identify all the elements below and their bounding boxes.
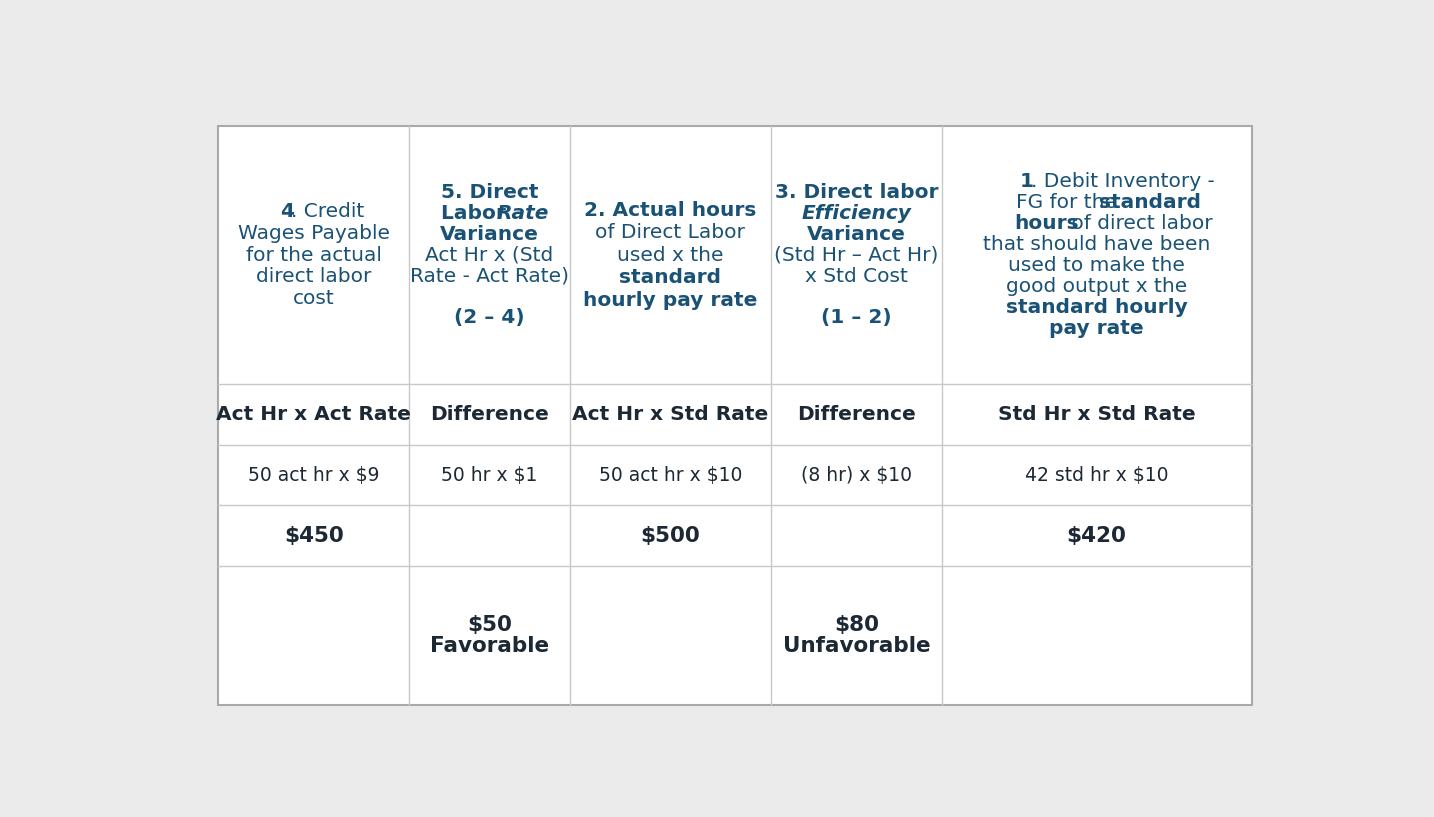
Text: 3. Direct labor: 3. Direct labor xyxy=(774,183,938,202)
Text: Rate - Act Rate): Rate - Act Rate) xyxy=(410,266,569,286)
Text: 50 act hr x $10: 50 act hr x $10 xyxy=(598,466,741,484)
Text: (2 – 4): (2 – 4) xyxy=(455,309,525,328)
Text: Act Hr x Std Rate: Act Hr x Std Rate xyxy=(572,404,769,424)
Text: Labor: Labor xyxy=(442,203,513,223)
Text: standard: standard xyxy=(619,268,721,287)
Text: pay rate: pay rate xyxy=(1050,319,1144,338)
Text: of Direct Labor: of Direct Labor xyxy=(595,223,746,242)
Text: x Std Cost: x Std Cost xyxy=(804,266,908,286)
Text: direct labor: direct labor xyxy=(257,267,371,286)
Text: (Std Hr – Act Hr): (Std Hr – Act Hr) xyxy=(774,246,939,265)
Text: hourly pay rate: hourly pay rate xyxy=(584,291,757,310)
Text: $50: $50 xyxy=(467,615,512,635)
Text: FG for the: FG for the xyxy=(1015,194,1123,212)
Text: 50 act hr x $9: 50 act hr x $9 xyxy=(248,466,380,484)
Text: Variance: Variance xyxy=(440,225,539,243)
Text: Variance: Variance xyxy=(807,225,906,243)
Text: 2. Actual hours: 2. Actual hours xyxy=(584,201,757,220)
Text: that should have been: that should have been xyxy=(982,235,1210,254)
Text: Difference: Difference xyxy=(797,404,916,424)
Text: Wages Payable: Wages Payable xyxy=(238,224,390,243)
Text: . Credit: . Credit xyxy=(291,202,364,221)
Text: for the actual: for the actual xyxy=(245,246,381,265)
Text: cost: cost xyxy=(293,289,334,308)
Text: Favorable: Favorable xyxy=(430,636,549,656)
Text: 1: 1 xyxy=(1020,172,1034,191)
Text: standard: standard xyxy=(1098,194,1200,212)
Text: (1 – 2): (1 – 2) xyxy=(822,309,892,328)
Text: . Debit Inventory -: . Debit Inventory - xyxy=(1031,172,1215,191)
Text: 4: 4 xyxy=(280,202,294,221)
Text: good output x the: good output x the xyxy=(1007,277,1187,296)
Text: 42 std hr x $10: 42 std hr x $10 xyxy=(1025,466,1169,484)
Text: Rate: Rate xyxy=(498,203,549,223)
Text: 5. Direct: 5. Direct xyxy=(440,183,538,202)
Text: 50 hr x $1: 50 hr x $1 xyxy=(442,466,538,484)
Text: Difference: Difference xyxy=(430,404,549,424)
Text: $500: $500 xyxy=(641,526,700,546)
Text: standard hourly: standard hourly xyxy=(1005,298,1187,317)
Text: (8 hr) x $10: (8 hr) x $10 xyxy=(800,466,912,484)
Text: $420: $420 xyxy=(1067,526,1127,546)
Text: hours: hours xyxy=(1014,214,1078,233)
Text: Efficiency: Efficiency xyxy=(802,203,911,223)
Text: of direct labor: of direct labor xyxy=(1064,214,1212,233)
Text: Act Hr x (Std: Act Hr x (Std xyxy=(426,246,554,265)
Text: $80: $80 xyxy=(833,615,879,635)
Text: Act Hr x Act Rate: Act Hr x Act Rate xyxy=(217,404,412,424)
Text: used to make the: used to make the xyxy=(1008,256,1184,275)
Text: Std Hr x Std Rate: Std Hr x Std Rate xyxy=(998,404,1196,424)
Text: Unfavorable: Unfavorable xyxy=(783,636,931,656)
Text: used x the: used x the xyxy=(617,246,724,265)
Text: $450: $450 xyxy=(284,526,344,546)
